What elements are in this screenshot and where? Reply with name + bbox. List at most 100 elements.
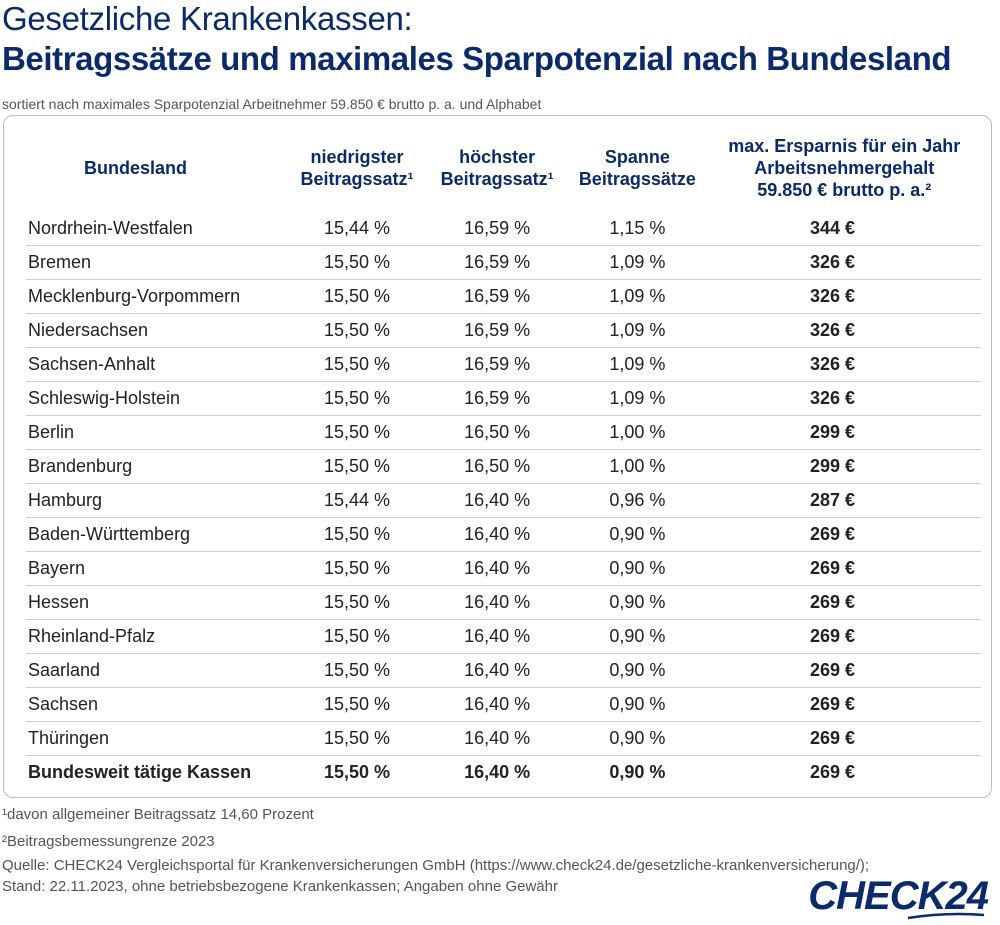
table-row: Bremen 15,50 % 16,59 % 1,09 % 326 € [26, 245, 981, 280]
savings-cell: 269 € [809, 762, 855, 782]
lowest-rate-cell: 15,50 % [286, 313, 428, 348]
column-header-1: niedrigster Beitragssatz¹ [287, 124, 427, 212]
savings-cell: 326 € [707, 279, 981, 314]
table-row: Berlin 15,50 % 16,50 % 1,00 % 299 € [26, 415, 981, 450]
lowest-rate-cell: 15,50 % [286, 687, 428, 722]
column-header-4: max. Ersparnis für ein Jahr Arbeitsnehmer… [708, 124, 981, 212]
column-header-line: 59.850 € brutto p. a.² [757, 180, 932, 200]
range-cell: 1,00 % [567, 449, 708, 484]
page-subtitle: sortiert nach maximales Sparpotenzial Ar… [2, 96, 542, 112]
bundesland-cell: Baden-Württemberg [26, 517, 287, 552]
table-row: Hamburg 15,44 % 16,40 % 0,96 % 287 € [26, 483, 981, 518]
bundesland-cell: Bayern [26, 551, 287, 586]
highest-rate-cell: 16,40 % [427, 551, 568, 586]
range-cell: 0,90 % [567, 551, 708, 586]
table-panel: Bundesland niedrigster Beitragssatz¹ höchst… [3, 115, 992, 798]
table-row: Baden-Württemberg 15,50 % 16,40 % 0,90 % 269… [26, 517, 981, 552]
bundesland-cell: Mecklenburg-Vorpommern [26, 279, 287, 314]
lowest-rate-cell: 15,50 % [286, 449, 428, 484]
column-header-line: Beitragssatz¹ [300, 169, 414, 189]
highest-rate-cell: 16,59 % [427, 245, 568, 280]
lowest-rate-cell: 15,50 % [286, 279, 428, 314]
column-header-line: Spanne [604, 147, 670, 167]
highest-rate-cell: 16,50 % [427, 415, 568, 450]
table-row: Nordrhein-Westfalen 15,44 % 16,59 % 1,15 % 3… [26, 212, 981, 246]
table-row: Saarland 15,50 % 16,40 % 0,90 % 269 € [26, 653, 981, 688]
range-cell: 0,90 % [567, 687, 708, 722]
column-header-line: Beitragssatz¹ [440, 169, 554, 189]
bundesland-cell: Rheinland-Pfalz [26, 619, 287, 654]
column-header-line: Arbeitsnehmergehalt [754, 158, 935, 178]
logo-swoosh-icon [907, 912, 985, 920]
range-cell: 0,90 % [567, 585, 708, 620]
savings-cell: 287 € [707, 483, 981, 518]
savings-cell: 269 € [707, 687, 981, 722]
highest-rate-cell: 16,40 % [427, 653, 568, 688]
column-header-line: max. Ersparnis für ein Jahr [728, 136, 961, 156]
bundesland-cell: Schleswig-Holstein [26, 381, 287, 416]
table-row: Mecklenburg-Vorpommern 15,50 % 16,59 % 1,09… [26, 279, 981, 314]
highest-rate-cell: 16,40 % [427, 721, 568, 756]
lowest-rate-cell: 15,50 % [286, 381, 428, 416]
bundesland-cell: Niedersachsen [26, 313, 287, 348]
lowest-rate-cell: 15,50 % [286, 551, 428, 586]
range-cell: 1,09 % [567, 245, 708, 280]
range-cell: 0,90 % [567, 653, 708, 688]
table-row: Schleswig-Holstein 15,50 % 16,59 % 1,09 % 32… [26, 381, 981, 416]
highest-rate-cell: 16,40 % [464, 762, 531, 782]
range-cell: 0,90 % [567, 721, 708, 756]
highest-rate-cell: 16,40 % [427, 585, 568, 620]
lowest-rate-cell: 15,50 % [324, 762, 391, 782]
table-row: Niedersachsen 15,50 % 16,59 % 1,09 % 326 € [26, 313, 981, 348]
table-row: Thüringen 15,50 % 16,40 % 0,90 % 269 € [26, 721, 981, 756]
bundesland-cell: Thüringen [26, 721, 287, 756]
column-header-line: Beitragssätze [578, 169, 696, 189]
lowest-rate-cell: 15,44 % [286, 212, 428, 246]
column-header-line: niedrigster [310, 147, 404, 167]
bundesland-cell: Hamburg [26, 483, 287, 518]
savings-cell: 299 € [707, 415, 981, 450]
savings-cell: 299 € [707, 449, 981, 484]
range-cell: 1,15 % [567, 212, 708, 246]
column-header-0: Bundesland [26, 124, 287, 212]
highest-rate-cell: 16,40 % [427, 483, 568, 518]
savings-cell: 326 € [707, 313, 981, 348]
range-cell: 0,90 % [567, 619, 708, 654]
table-row: Bayern 15,50 % 16,40 % 0,90 % 269 € [26, 551, 981, 586]
lowest-rate-cell: 15,50 % [286, 619, 428, 654]
date-note: Stand: 22.11.2023, ohne betriebsbezogene… [2, 878, 558, 895]
bundesland-cell: Berlin [26, 415, 287, 450]
lowest-rate-cell: 15,50 % [286, 245, 428, 280]
bundesland-cell: Saarland [26, 653, 287, 688]
lowest-rate-cell: 15,50 % [286, 415, 428, 450]
highest-rate-cell: 16,50 % [427, 449, 568, 484]
range-cell: 0,96 % [567, 483, 708, 518]
highest-rate-cell: 16,59 % [427, 279, 568, 314]
savings-cell: 269 € [707, 551, 981, 586]
highest-rate-cell: 16,40 % [427, 687, 568, 722]
bundesland-cell: Bundesweit tätige Kassen [28, 762, 252, 782]
table-row: Sachsen-Anhalt 15,50 % 16,59 % 1,09 % 326 € [26, 347, 981, 382]
savings-cell: 269 € [707, 653, 981, 688]
highest-rate-cell: 16,59 % [427, 381, 568, 416]
bundesland-cell: Nordrhein-Westfalen [26, 212, 287, 246]
range-cell: 1,09 % [567, 347, 708, 382]
range-cell: 1,09 % [567, 279, 708, 314]
savings-cell: 326 € [707, 381, 981, 416]
bundesland-cell: Hessen [26, 585, 287, 620]
table-row: Sachsen 15,50 % 16,40 % 0,90 % 269 € [26, 687, 981, 722]
range-cell: 0,90 % [567, 517, 708, 552]
savings-cell: 344 € [707, 212, 981, 246]
lowest-rate-cell: 15,50 % [286, 347, 428, 382]
page-title: Gesetzliche Krankenkassen: [2, 0, 413, 37]
source-note: Quelle: CHECK24 Vergleichsportal für Kra… [2, 857, 870, 874]
table-body: Nordrhein-Westfalen 15,44 % 16,59 % 1,15 % 3… [26, 212, 981, 789]
savings-cell: 269 € [707, 721, 981, 756]
lowest-rate-cell: 15,44 % [286, 483, 428, 518]
column-header-3: Spanne Beitragssätze [567, 124, 707, 212]
table-row: Hessen 15,50 % 16,40 % 0,90 % 269 € [26, 585, 981, 620]
range-cell: 1,09 % [567, 313, 708, 348]
total-row: Bundesweit tätige Kassen 15,50 % 16,40 % 0,… [26, 756, 981, 790]
page-headline: Beitragssätze und maximales Sparpotenzia… [2, 40, 952, 77]
range-cell: 1,00 % [567, 415, 708, 450]
